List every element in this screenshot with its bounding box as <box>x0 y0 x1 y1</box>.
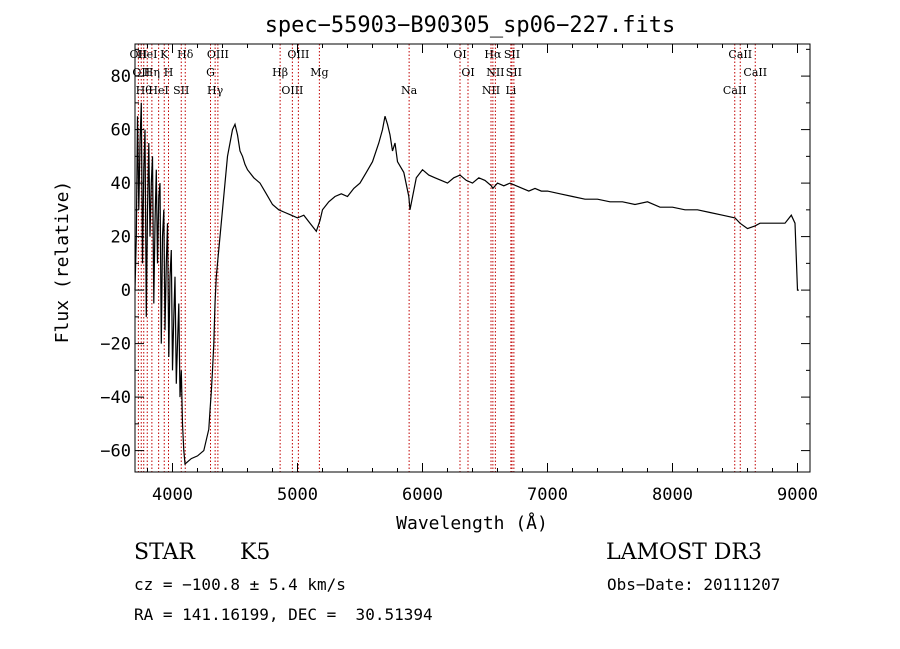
y-tick-label: 80 <box>111 67 131 87</box>
y-axis: −60 −40 −20 0 20 40 60 80 <box>100 48 810 462</box>
line-label: H <box>164 66 174 79</box>
line-label: OIII <box>207 48 229 61</box>
y-axis-label: Flux (relative) <box>52 181 73 344</box>
x-tick-label: 5000 <box>277 485 318 505</box>
y-tick-label: −60 <box>100 442 131 462</box>
x-axis-label: Wavelength (Å) <box>396 512 548 534</box>
line-label: HeI <box>148 84 168 97</box>
line-label: OIII <box>287 48 309 61</box>
line-label: HeI <box>137 48 157 61</box>
coordinates: RA = 141.16199, DEC = 30.51394 <box>134 605 433 624</box>
y-tick-label: 20 <box>111 228 131 248</box>
line-label: Hθ <box>136 84 153 97</box>
line-label: OII <box>130 48 148 61</box>
line-label: SII <box>173 84 189 97</box>
line-label: CaII <box>743 66 767 79</box>
y-tick-label: 0 <box>121 281 131 301</box>
line-label: Na <box>401 84 418 97</box>
line-label: Mg <box>310 66 328 79</box>
spectral-line-markers <box>137 44 756 472</box>
y-tick-label: −40 <box>100 388 131 408</box>
spectral-line-labels: OIIOIIHθHeIHηHeIKHSIIHδGHγOIIIHβOIIIOIII… <box>130 48 768 97</box>
line-label: CaII <box>728 48 752 61</box>
line-label: Hγ <box>207 84 224 97</box>
line-label: G <box>206 66 215 79</box>
line-label: NII <box>482 84 500 97</box>
survey-name: LAMOST DR3 <box>606 540 762 565</box>
line-label: SII <box>504 48 520 61</box>
spectrum-line <box>134 102 799 466</box>
line-label: SII <box>506 66 522 79</box>
observation-date: Obs−Date: 20111207 <box>607 575 781 594</box>
chart-title: spec−55903−B90305_sp06−227.fits <box>265 13 676 38</box>
x-tick-label: 8000 <box>652 485 693 505</box>
y-tick-label: 40 <box>111 174 131 194</box>
line-label: OIII <box>281 84 303 97</box>
x-tick-label: 6000 <box>402 485 443 505</box>
x-tick-label: 9000 <box>777 485 818 505</box>
line-label: NII <box>486 66 504 79</box>
x-axis: 4000 5000 6000 7000 8000 9000 <box>147 44 818 505</box>
line-label: Li <box>505 84 516 97</box>
line-label: CaII <box>723 84 747 97</box>
line-label: OI <box>453 48 466 61</box>
line-label: K <box>160 48 169 61</box>
object-subclass: K5 <box>240 540 271 565</box>
object-class: STAR <box>134 540 195 565</box>
x-tick-label: 7000 <box>527 485 568 505</box>
line-label: Hη <box>144 66 160 79</box>
y-tick-label: 60 <box>111 121 131 141</box>
x-tick-label: 4000 <box>152 485 193 505</box>
line-label: Hα <box>484 48 502 61</box>
redshift-cz: cz = −100.8 ± 5.4 km/s <box>134 575 346 594</box>
y-tick-label: −20 <box>100 335 131 355</box>
line-label: Hδ <box>177 48 194 61</box>
line-label: Hβ <box>272 66 288 79</box>
line-label: OI <box>461 66 474 79</box>
plot-frame <box>134 43 811 473</box>
